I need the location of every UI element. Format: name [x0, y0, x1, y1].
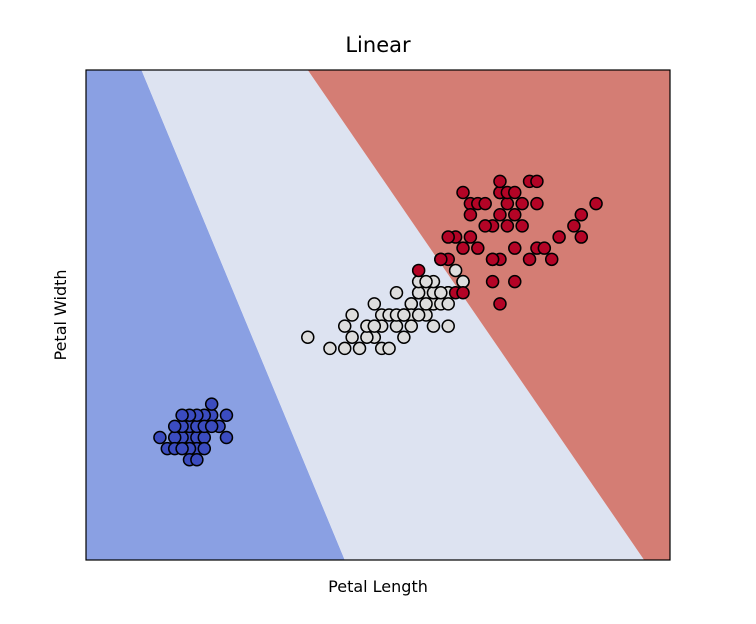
data-point: [204, 419, 219, 434]
data-point: [574, 230, 589, 244]
data-point: [352, 341, 367, 356]
data-point: [515, 219, 529, 233]
data-point: [389, 319, 404, 333]
data-point: [493, 174, 507, 189]
data-point: [190, 453, 204, 467]
data-point: [345, 308, 359, 322]
data-point: [367, 319, 382, 333]
data-point: [463, 208, 478, 222]
series-class-2: [411, 174, 603, 311]
data-point: [382, 341, 396, 356]
x-axis-label: Petal Length: [328, 577, 428, 596]
decision-regions: [86, 70, 670, 560]
data-point: [552, 230, 566, 244]
data-point: [493, 297, 507, 311]
data-point: [508, 241, 522, 255]
data-point: [175, 408, 189, 422]
data-point: [456, 274, 470, 289]
data-point: [197, 430, 212, 445]
data-point: [537, 241, 552, 255]
data-point: [167, 430, 182, 445]
data-point: [175, 441, 189, 456]
data-point: [589, 196, 603, 211]
data-point: [500, 196, 515, 211]
data-point: [567, 219, 581, 233]
data-point: [522, 252, 537, 267]
data-point: [456, 241, 470, 255]
data-point: [508, 208, 522, 222]
data-point: [419, 297, 433, 311]
data-point: [345, 330, 359, 345]
data-point: [434, 285, 448, 300]
data-point: [478, 219, 492, 233]
data-point: [471, 241, 485, 255]
data-point: [167, 419, 182, 434]
data-point: [530, 174, 544, 189]
data-point: [301, 330, 315, 345]
data-point: [515, 196, 529, 211]
y-axis-label: Petal Width: [51, 269, 70, 360]
data-point: [411, 263, 426, 278]
axes-frame: [85, 69, 671, 561]
data-point: [508, 274, 522, 289]
data-point: [197, 441, 212, 456]
data-point: [530, 196, 544, 211]
chart-title: Linear: [345, 33, 411, 57]
data-point: [478, 196, 492, 211]
data-point: [508, 185, 522, 200]
data-point: [411, 285, 426, 300]
data-point: [434, 252, 448, 267]
data-point: [419, 274, 433, 289]
data-point: [463, 230, 478, 244]
data-point: [448, 263, 463, 278]
data-point: [323, 341, 337, 356]
data-point: [485, 274, 500, 289]
data-point: [397, 308, 411, 322]
data-points: [153, 174, 603, 467]
data-point: [153, 430, 167, 445]
data-point: [441, 319, 455, 333]
data-point: [544, 252, 559, 267]
data-point: [367, 297, 382, 311]
data-point: [426, 319, 441, 333]
data-point: [411, 308, 426, 322]
data-point: [456, 285, 470, 300]
data-point: [389, 285, 404, 300]
data-point: [404, 319, 419, 333]
data-point: [485, 252, 500, 267]
data-point: [397, 330, 411, 345]
series-class-0: [153, 397, 234, 467]
data-point: [404, 297, 419, 311]
data-point: [493, 208, 507, 222]
data-point: [441, 297, 455, 311]
data-point: [360, 330, 374, 345]
region-class-2: [307, 70, 670, 560]
data-point: [219, 430, 234, 445]
region-class-0: [86, 70, 345, 560]
data-point: [219, 408, 234, 422]
data-point: [337, 319, 352, 333]
data-point: [204, 397, 219, 411]
data-point: [441, 230, 455, 244]
data-point: [574, 208, 589, 222]
data-point: [337, 341, 352, 356]
plot-area: [85, 69, 671, 561]
data-point: [500, 219, 515, 233]
data-point: [456, 185, 470, 200]
